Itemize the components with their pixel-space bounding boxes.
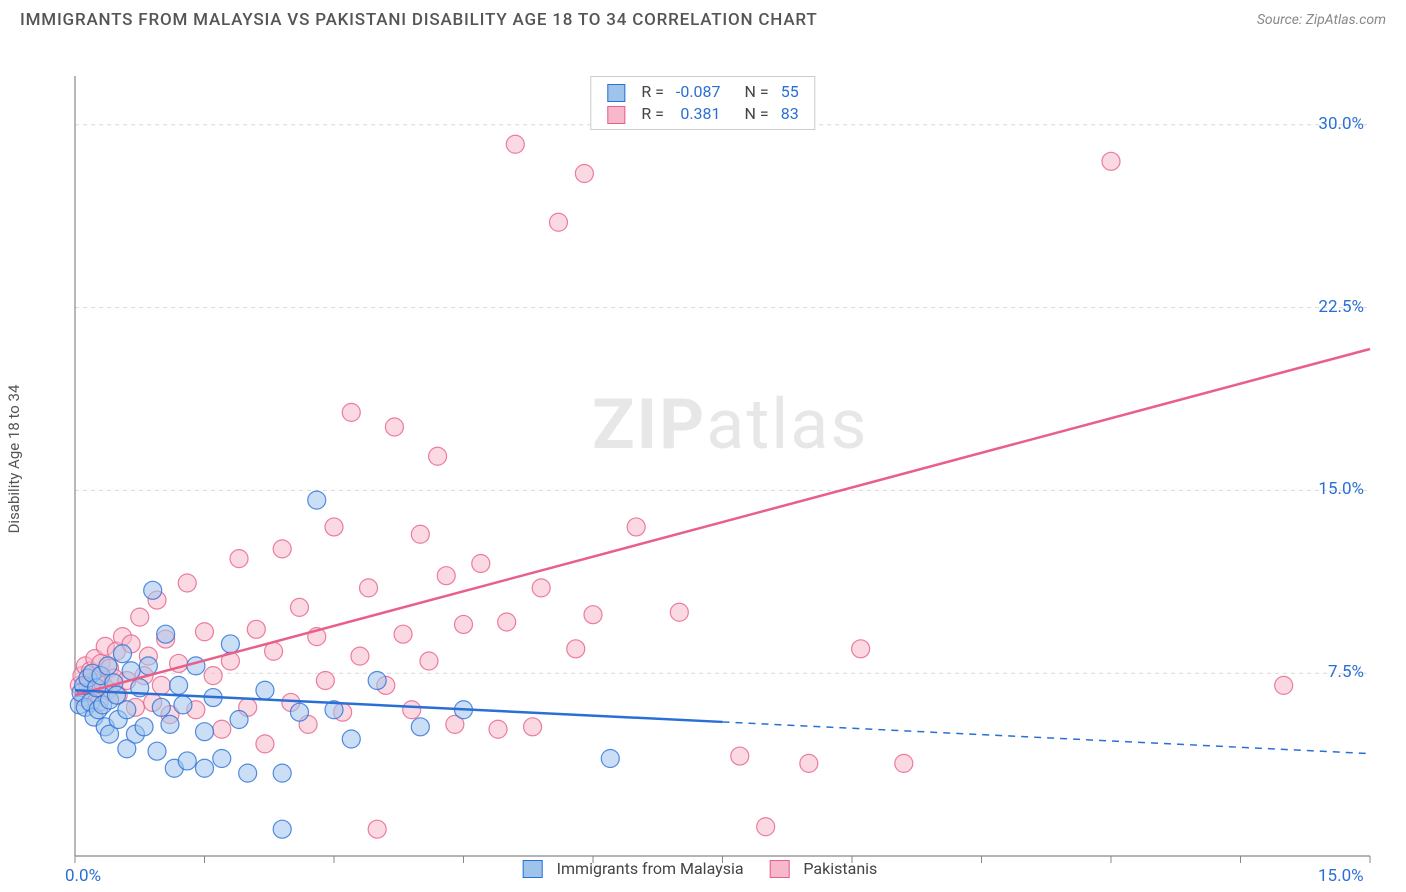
source-attribution: Source: ZipAtlas.com bbox=[1257, 12, 1386, 28]
n-label: N = bbox=[739, 103, 775, 125]
correlation-legend: R = -0.087 N = 55 R = 0.381 N = 83 bbox=[590, 76, 815, 130]
scatter-plot bbox=[20, 36, 1386, 882]
legend-row-blue: R = -0.087 N = 55 bbox=[601, 81, 804, 103]
r-label: R = bbox=[635, 103, 670, 125]
r-value-blue: -0.087 bbox=[670, 81, 727, 103]
r-label: R = bbox=[635, 81, 670, 103]
chart-title: IMMIGRANTS FROM MALAYSIA VS PAKISTANI DI… bbox=[20, 10, 817, 30]
y-axis-label: Disability Age 18 to 34 bbox=[5, 385, 23, 534]
swatch-pink bbox=[607, 106, 625, 124]
y-tick-label: 30.0% bbox=[1318, 114, 1364, 134]
swatch-blue bbox=[607, 84, 625, 102]
n-value-blue: 55 bbox=[775, 81, 805, 103]
n-label: N = bbox=[739, 81, 775, 103]
series-legend: Immigrants from Malaysia Pakistanis bbox=[521, 858, 886, 878]
n-value-pink: 83 bbox=[775, 103, 805, 125]
source-name: ZipAtlas.com bbox=[1306, 12, 1386, 28]
x-tick-label: 15.0% bbox=[1318, 866, 1364, 886]
x-tick-label: 0.0% bbox=[65, 866, 101, 886]
r-value-pink: 0.381 bbox=[670, 103, 727, 125]
source-prefix: Source: bbox=[1257, 12, 1306, 28]
y-tick-label: 15.0% bbox=[1318, 479, 1364, 499]
legend-label-pink: Pakistanis bbox=[803, 859, 877, 878]
legend-label-blue: Immigrants from Malaysia bbox=[557, 859, 744, 878]
title-bar: IMMIGRANTS FROM MALAYSIA VS PAKISTANI DI… bbox=[0, 0, 1406, 36]
y-tick-label: 7.5% bbox=[1328, 662, 1364, 682]
swatch-blue bbox=[523, 860, 543, 878]
legend-row-pink: R = 0.381 N = 83 bbox=[601, 103, 804, 125]
chart-area: Disability Age 18 to 34 ZIPatlas R = -0.… bbox=[20, 36, 1386, 882]
y-tick-label: 22.5% bbox=[1318, 297, 1364, 317]
swatch-pink bbox=[769, 860, 789, 878]
